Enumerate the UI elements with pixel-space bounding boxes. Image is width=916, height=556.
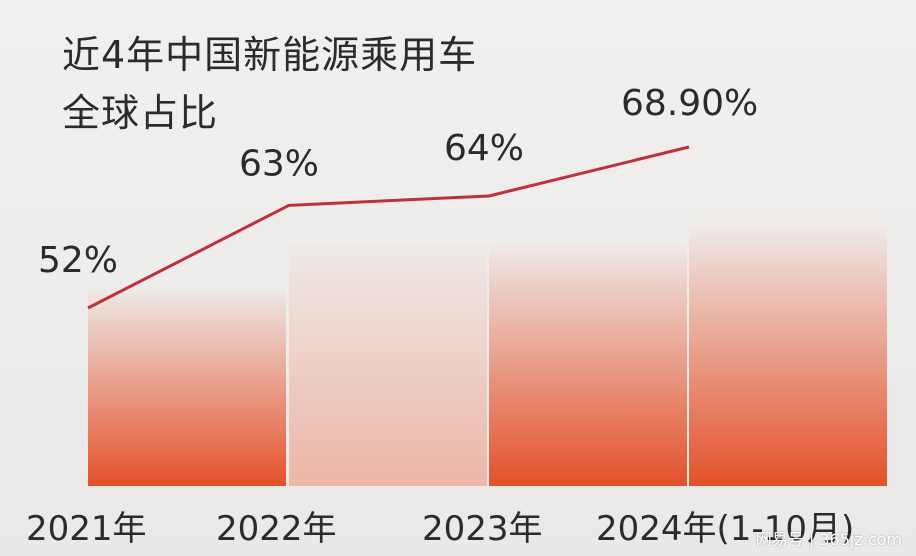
x-axis-label-2: 2022年	[216, 509, 337, 549]
bar-3	[489, 239, 687, 486]
value-label-3: 64%	[444, 128, 524, 169]
watermark: 网易号 | 365jz.com	[755, 530, 902, 549]
x-axis-labels-group: 2021年 2022年 2023年 2024年(1-10月)	[26, 509, 854, 549]
x-axis-label-4: 2024年(1-10月)	[596, 509, 854, 549]
value-label-1: 52%	[38, 240, 118, 281]
bar-1	[88, 285, 286, 486]
value-label-2: 63%	[239, 143, 319, 184]
line-group	[87, 145, 690, 310]
value-labels-group: 52% 63% 64% 68.90%	[38, 83, 758, 281]
bar-2	[289, 243, 487, 486]
trend-line	[87, 145, 690, 310]
chart-title-line-1: 近4年中国新能源乘用车	[62, 33, 478, 77]
x-axis-label-3: 2023年	[422, 509, 543, 549]
bars-group	[88, 220, 887, 486]
x-axis-label-1: 2021年	[26, 509, 147, 549]
value-label-4: 68.90%	[621, 83, 758, 124]
bar-4	[689, 220, 887, 486]
chart-title-line-2: 全球占比	[62, 91, 219, 135]
